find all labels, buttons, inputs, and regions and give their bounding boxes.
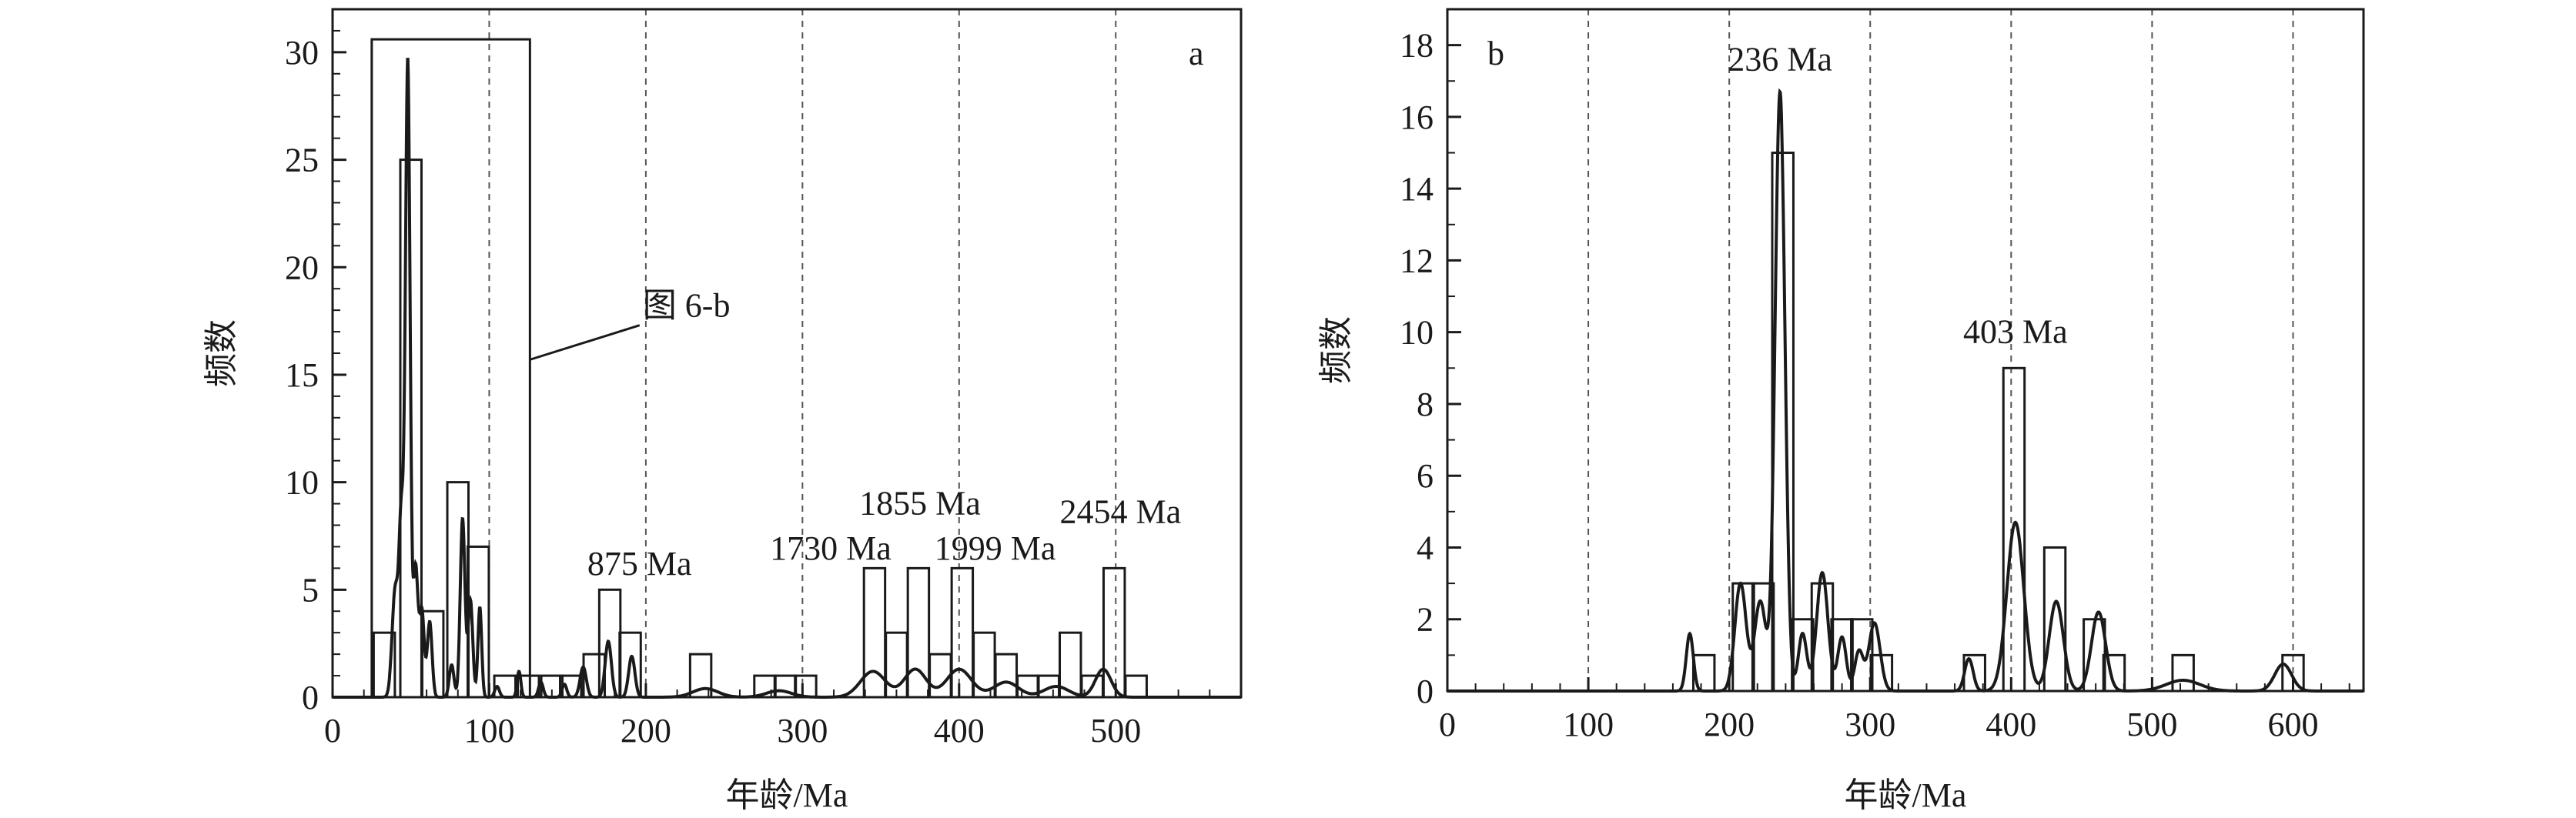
panel-a-y-tick-label: 20 xyxy=(285,249,319,286)
panel-b-y-tick-label: 4 xyxy=(1417,529,1434,566)
panel-a-inset-leader xyxy=(529,324,641,361)
panel-a-x-axis: 0 100 200 300 400 500 xyxy=(324,683,1242,750)
panel-a-bar xyxy=(994,653,1019,699)
panel-b-annotations: 236 Ma 403 Ma xyxy=(1728,40,2067,350)
panel-a-bar xyxy=(1102,566,1126,699)
panel-b-bar xyxy=(2171,653,2195,693)
panel-b-y-tick-label: 2 xyxy=(1417,601,1434,639)
panel-b-x-tick-label: 200 xyxy=(1704,706,1755,743)
panel-a-x-tick-label: 400 xyxy=(934,712,985,750)
panel-b-y-axis: 0 2 4 6 8 10 12 14 16 18 xyxy=(1400,27,1461,710)
panel-b-density-curve xyxy=(1447,88,2364,693)
panel-b-peak-label: 236 Ma xyxy=(1728,40,1832,78)
panel-b-y-tick-label: 16 xyxy=(1400,98,1434,136)
panel-a-x-tick-label: 200 xyxy=(621,712,671,750)
panel-a-x-tick-label: 500 xyxy=(1090,712,1141,750)
panel-b-x-tick-label: 600 xyxy=(2267,706,2318,743)
panel-a-density-curve xyxy=(333,58,1241,699)
panel-b-letter: b xyxy=(1487,35,1504,72)
panel-b-y-tick-label: 0 xyxy=(1417,673,1434,710)
panel-a-peak-label: 1730 Ma xyxy=(770,529,892,567)
panel-a-dashed-lines xyxy=(488,9,1117,697)
panel-a-y-tick-label: 10 xyxy=(285,464,319,502)
panel-a-bar xyxy=(1124,674,1148,699)
panel-b-y-tick-label: 8 xyxy=(1417,386,1434,423)
panel-b-x-tick-label: 0 xyxy=(1439,706,1456,743)
panel-a-y-tick-label: 30 xyxy=(285,34,319,72)
panel-a-inset-label: 图 6-b xyxy=(643,287,731,325)
panel-a-x-tick-label: 0 xyxy=(324,712,341,750)
panel-a-y-tick-label: 0 xyxy=(302,679,319,716)
panel-a-inset: 图 6-b xyxy=(370,38,731,699)
panel-a: 0 100 200 300 400 500 0 5 10 15 20 25 30 875 Ma 1730… xyxy=(202,8,1243,814)
panel-b-y-tick-label: 6 xyxy=(1417,457,1434,495)
panel-a-y-label: 频数 xyxy=(202,319,240,387)
panel-a-x-tick-label: 100 xyxy=(463,712,514,750)
panel-b-y-tick-label: 12 xyxy=(1400,242,1434,279)
panel-b-x-axis: 0 100 200 300 400 500 600 xyxy=(1439,677,2350,743)
panel-b-y-tick-label: 10 xyxy=(1400,314,1434,352)
panel-b-y-tick-label: 18 xyxy=(1400,27,1434,65)
panel-b-y-label: 频数 xyxy=(1317,316,1355,384)
panel-a-bar xyxy=(928,653,952,699)
panel-b-x-tick-label: 500 xyxy=(2126,706,2177,743)
panel-a-y-tick-label: 5 xyxy=(302,571,319,609)
panel-a-peak-label: 2454 Ma xyxy=(1060,493,1182,531)
panel-b-plot-frame xyxy=(1446,8,2365,693)
panel-b-x-tick-label: 400 xyxy=(1986,706,2036,743)
panel-b-x-label: 年龄/Ma xyxy=(1845,776,1967,814)
panel-a-y-axis: 0 5 10 15 20 25 30 xyxy=(285,29,346,716)
panel-a-peak-label: 1999 Ma xyxy=(935,529,1056,567)
panel-a-inset-box xyxy=(370,38,531,699)
panel-b-x-tick-label: 300 xyxy=(1845,706,1895,743)
panel-a-x-tick-label: 300 xyxy=(777,712,828,750)
panel-b: 0 100 200 300 400 500 600 0 2 4 6 8 10 12 14 16 18 236 … xyxy=(1317,8,2365,814)
panel-b-bar xyxy=(1791,618,1815,693)
panel-b-bar xyxy=(1830,618,1854,693)
panel-a-y-tick-label: 15 xyxy=(285,356,319,394)
panel-b-y-tick-label: 14 xyxy=(1400,170,1434,208)
panel-b-peak-label: 403 Ma xyxy=(1963,313,2068,351)
panel-a-peak-label: 875 Ma xyxy=(587,545,692,583)
panel-a-x-label: 年龄/Ma xyxy=(726,776,848,814)
panel-b-dashed-lines xyxy=(1587,9,2294,691)
panel-b-x-tick-label: 100 xyxy=(1563,706,1614,743)
panel-a-y-tick-label: 25 xyxy=(285,142,319,179)
panel-a-peak-label: 1855 Ma xyxy=(859,485,981,523)
panel-a-letter: a xyxy=(1189,35,1204,72)
